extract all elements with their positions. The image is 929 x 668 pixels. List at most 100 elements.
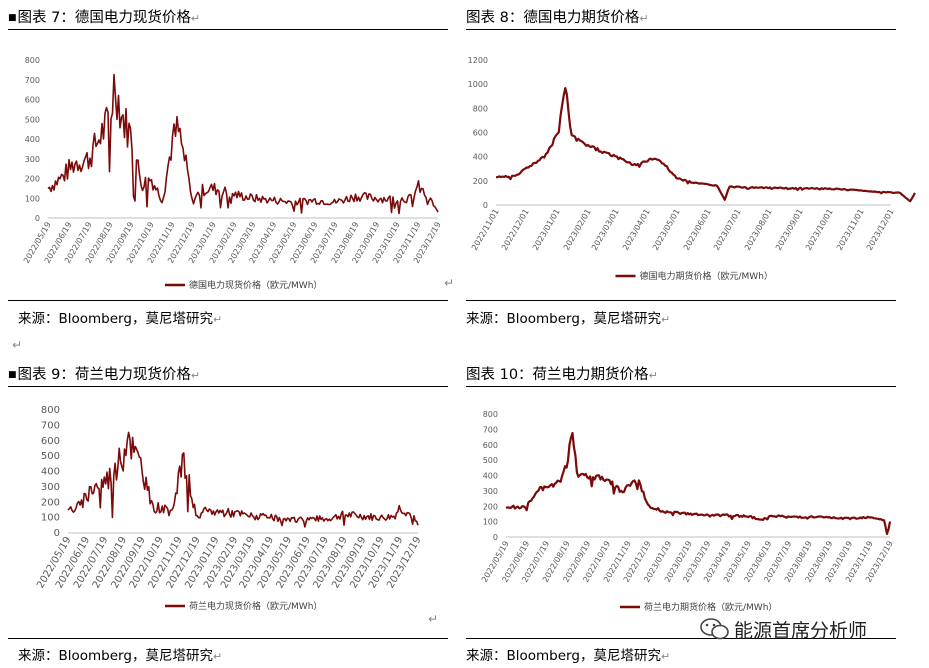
y-tick-label: 400 xyxy=(473,153,488,162)
return-mark-icon: ↵ xyxy=(648,369,658,382)
y-tick-label: 0 xyxy=(54,528,60,539)
figure-9-chart: 01002003004005006007008002022/05/192022/… xyxy=(35,405,423,612)
x-tick-label: 2022/12/01 xyxy=(500,208,531,252)
x-tick-label: 2023/07/01 xyxy=(712,208,743,252)
return-mark-icon: ↵ xyxy=(639,12,649,25)
legend-label: 德国电力期货价格（欧元/MWh） xyxy=(640,270,773,282)
series-line xyxy=(67,431,419,528)
y-tick-label: 600 xyxy=(41,436,60,447)
figure-8-chart: 0 200 400 600 800 1000 1200 2022/11/01 2022/12/0… xyxy=(468,56,916,282)
x-tick-label: 2023/03/01 xyxy=(590,208,621,252)
y-tick-label: 200 xyxy=(25,175,40,184)
x-tick-label: 2023/04/01 xyxy=(621,208,652,252)
figure-10-title: 图表 10：荷兰电力期货价格↵ xyxy=(466,363,658,384)
x-tick-label: 2023/09/01 xyxy=(774,208,805,252)
legend: 荷兰电力现货价格（欧元/MWh） xyxy=(165,600,322,612)
watermark: 能源首席分析师 xyxy=(734,616,867,643)
figure-9-bottom-rule xyxy=(8,638,448,639)
x-tick-label: 2023/05/01 xyxy=(651,208,682,252)
bullet-icon: ■ xyxy=(8,13,17,23)
y-tick-label: 100 xyxy=(41,513,60,524)
figure-title-text: 图表 9：荷兰电力现货价格 xyxy=(17,367,191,383)
figure-title-text: 图表 8：德国电力期货价格 xyxy=(466,10,640,26)
y-tick-label: 300 xyxy=(25,155,40,164)
return-mark-icon: ↵ xyxy=(190,12,201,25)
figure-10-bottom-rule xyxy=(466,638,896,639)
y-tick-label: 400 xyxy=(25,135,40,144)
figure-7-title: ■图表 7：德国电力现货价格↵ xyxy=(8,6,200,27)
x-tick-label: 2023/06/01 xyxy=(682,208,713,252)
bullet-icon: ■ xyxy=(8,370,17,380)
y-tick-label: 300 xyxy=(483,487,498,496)
y-tick-label: 400 xyxy=(483,472,498,481)
x-tick-label: 2022/11/01 xyxy=(470,208,501,252)
figure-7-top-rule xyxy=(8,29,448,30)
legend-label: 德国电力现货价格（欧元/MWh） xyxy=(189,279,322,291)
y-tick-label: 200 xyxy=(473,177,488,186)
return-mark-icon: ↵ xyxy=(660,650,671,663)
figure-8-source: 来源：Bloomberg，莫尼塔研究↵ xyxy=(466,307,670,327)
figure-title-text: 图表 10：荷兰电力期货价格 xyxy=(466,367,649,383)
y-tick-label: 600 xyxy=(483,441,498,450)
y-tick-label: 300 xyxy=(41,482,60,493)
y-tick-label: 100 xyxy=(25,194,40,203)
y-tick-label: 500 xyxy=(483,456,498,465)
figure-8-title: 图表 8：德国电力期货价格↵ xyxy=(466,6,649,27)
figure-7-source: 来源：Bloomberg，莫尼塔研究↵ xyxy=(18,307,222,327)
figure-8-bottom-rule xyxy=(466,300,896,301)
figure-9-top-rule xyxy=(8,386,448,387)
y-tick-label: 700 xyxy=(41,420,60,431)
source-text: 来源：Bloomberg，莫尼塔研究 xyxy=(18,648,213,664)
y-tick-label: 200 xyxy=(483,502,498,511)
return-mark-icon: ↵ xyxy=(212,650,223,663)
y-tick-label: 1000 xyxy=(468,80,488,89)
y-tick-label: 800 xyxy=(25,56,40,65)
return-mark-icon: ↵ xyxy=(190,369,201,382)
y-tick-label: 600 xyxy=(25,96,40,105)
legend: 德国电力现货价格（欧元/MWh） xyxy=(165,279,322,291)
watermark-text: 能源首席分析师 xyxy=(734,620,868,642)
figure-9-title: ■图表 9：荷兰电力现货价格↵ xyxy=(8,363,200,384)
series-line xyxy=(47,73,439,215)
y-tick-label: 0 xyxy=(483,201,488,210)
return-mark-icon: ↵ xyxy=(660,313,671,326)
source-text: 来源：Bloomberg，莫尼塔研究 xyxy=(466,311,661,327)
figure-10-chart: 01002003004005006007008002022/05/192022/… xyxy=(480,410,895,613)
legend: 德国电力期货价格（欧元/MWh） xyxy=(615,270,773,282)
y-tick-label: 100 xyxy=(483,518,498,527)
x-tick-label: 2023/10/01 xyxy=(804,208,835,252)
x-tick-label: 2023/12/01 xyxy=(865,208,896,252)
y-tick-label: 800 xyxy=(41,405,60,416)
x-tick-label: 2023/01/01 xyxy=(531,208,562,252)
y-tick-label: 700 xyxy=(483,425,498,434)
y-tick-label: 0 xyxy=(35,214,40,223)
paragraph-return-icon: ↵ xyxy=(12,338,23,352)
x-tick-label: 2023/11/01 xyxy=(835,208,866,252)
y-tick-label: 500 xyxy=(25,115,40,124)
y-tick-label: 0 xyxy=(493,533,498,542)
y-tick-label: 1200 xyxy=(468,56,488,65)
return-mark-icon: ↵ xyxy=(212,313,223,326)
x-tick-label: 2023/02/01 xyxy=(562,208,593,252)
y-tick-label: 400 xyxy=(41,467,60,478)
figure-7-bottom-rule xyxy=(8,300,448,301)
y-tick-label: 600 xyxy=(473,129,488,138)
figure-9-source: 来源：Bloomberg，莫尼塔研究↵ xyxy=(18,644,222,664)
series-line xyxy=(505,431,892,535)
legend-label: 荷兰电力现货价格（欧元/MWh） xyxy=(189,600,322,612)
source-text: 来源：Bloomberg，莫尼塔研究 xyxy=(466,648,661,664)
figure-10-source: 来源：Bloomberg，莫尼塔研究↵ xyxy=(466,644,670,664)
legend-label: 荷兰电力期货价格（欧元/MWh） xyxy=(644,601,777,613)
figure-8-top-rule xyxy=(466,29,896,30)
wechat-icon xyxy=(700,618,729,640)
series-line xyxy=(495,87,916,203)
y-tick-label: 500 xyxy=(41,451,60,462)
paragraph-return-icon: ↵ xyxy=(428,612,439,626)
figure-7-chart: 01002003004005006007008002022/05/192022/… xyxy=(22,56,443,291)
source-text: 来源：Bloomberg，莫尼塔研究 xyxy=(18,311,213,327)
y-tick-label: 200 xyxy=(41,497,60,508)
x-tick-label: 2023/08/01 xyxy=(743,208,774,252)
y-tick-label: 700 xyxy=(25,76,40,85)
y-tick-label: 800 xyxy=(483,410,498,419)
y-tick-label: 800 xyxy=(473,104,488,113)
